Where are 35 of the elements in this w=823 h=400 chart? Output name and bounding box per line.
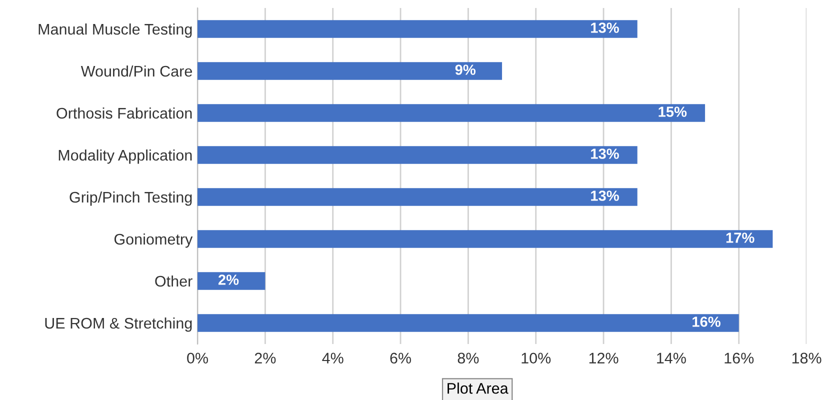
x-tick-label: 8% bbox=[458, 352, 479, 364]
data-label: 13% bbox=[591, 22, 619, 33]
y-tick-label: Orthosis Fabrication bbox=[56, 107, 192, 119]
text: Plot Area bbox=[448, 382, 508, 394]
data-label: 16% bbox=[692, 316, 720, 327]
y-tick-label: UE ROM & Stretching bbox=[45, 317, 192, 332]
bar bbox=[198, 62, 502, 80]
y-tick-label: Wound/Pin Care bbox=[80, 65, 192, 77]
x-tick-label: 2% bbox=[254, 352, 276, 364]
bar bbox=[198, 104, 706, 122]
bar bbox=[198, 20, 638, 38]
bar bbox=[198, 314, 739, 332]
x-tick-label: 16% bbox=[724, 352, 754, 364]
y-tick-label: Goniometry bbox=[114, 233, 193, 248]
data-label: 17% bbox=[726, 232, 754, 243]
data-label: 2% bbox=[218, 274, 239, 285]
y-tick-label: Grip/Pinch Testing bbox=[70, 191, 192, 206]
data-label: 9% bbox=[455, 64, 476, 75]
data-label: 13% bbox=[591, 148, 619, 159]
x-tick-label: 0% bbox=[187, 352, 208, 364]
x-tick-label: 12% bbox=[589, 352, 618, 364]
x-tick-label: 14% bbox=[657, 352, 686, 364]
bar bbox=[198, 272, 266, 290]
y-tick-label: Manual Muscle Testing bbox=[38, 23, 192, 38]
bar bbox=[198, 146, 638, 164]
data-label: 13% bbox=[591, 190, 619, 201]
y-tick-label: Other bbox=[155, 275, 192, 287]
x-tick-label: 6% bbox=[390, 352, 412, 364]
y-tick-label: Modality Application bbox=[58, 149, 192, 164]
x-tick-label: 10% bbox=[522, 352, 551, 364]
bar bbox=[198, 230, 773, 248]
x-tick-label: 4% bbox=[322, 352, 344, 364]
data-label: 15% bbox=[658, 106, 687, 117]
bar bbox=[198, 188, 638, 206]
x-tick-label: 18% bbox=[792, 352, 822, 364]
